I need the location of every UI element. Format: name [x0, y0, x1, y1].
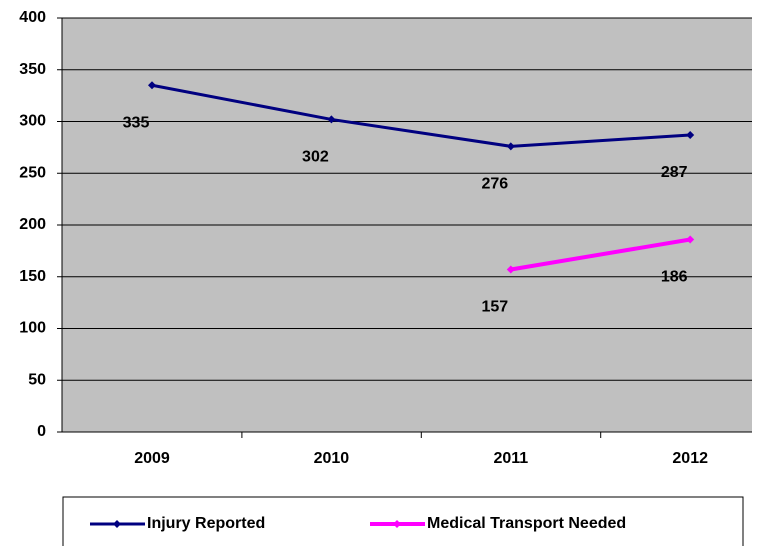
y-tick-label: 150 — [19, 268, 46, 285]
y-tick-label: 100 — [19, 320, 46, 337]
marker — [686, 235, 695, 244]
x-tick-label: 2012 — [672, 450, 708, 467]
data-label: 302 — [302, 149, 329, 166]
y-tick-label: 250 — [19, 164, 46, 181]
legend-label: Injury Reported — [147, 515, 265, 532]
legend-marker — [393, 520, 401, 528]
legend — [62, 496, 744, 546]
marker — [686, 130, 695, 139]
x-tick-label: 2009 — [134, 450, 170, 467]
data-label: 335 — [123, 114, 150, 131]
data-label: 287 — [661, 164, 688, 181]
y-tick-label: 0 — [37, 423, 46, 440]
x-tick-label: 2011 — [493, 450, 528, 467]
data-label: 276 — [481, 176, 508, 193]
line — [510, 237, 691, 272]
y-tick-label: 50 — [28, 371, 46, 388]
x-tick-label: 2010 — [314, 450, 350, 467]
data-label: 186 — [661, 269, 688, 286]
y-tick-label: 200 — [19, 216, 46, 233]
marker — [506, 142, 515, 151]
y-tick-label: 400 — [19, 9, 46, 26]
y-tick-label: 350 — [19, 61, 46, 78]
marker — [148, 81, 156, 90]
legend-marker — [113, 520, 121, 528]
data-label: 157 — [481, 299, 508, 316]
y-tick-label: 300 — [19, 113, 46, 130]
line — [151, 83, 691, 148]
marker — [506, 265, 515, 274]
marker — [327, 115, 336, 124]
legend-label: Medical Transport Needed — [427, 515, 626, 532]
